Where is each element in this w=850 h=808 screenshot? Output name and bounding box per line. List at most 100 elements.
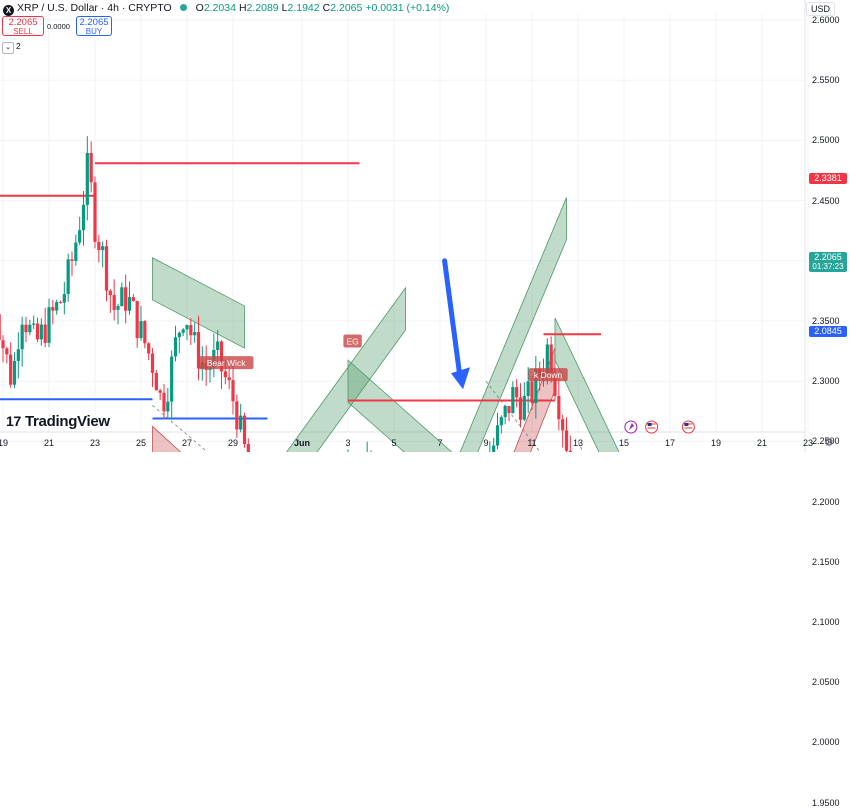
bull-candle: [62, 294, 66, 303]
bear-candle: [549, 344, 553, 376]
bear-candle: [143, 321, 147, 344]
bear-candle: [1, 340, 5, 349]
bear-candle: [51, 307, 55, 311]
bear-candle: [189, 325, 193, 336]
bull-candle: [55, 302, 59, 311]
current-price: 2.2065: [814, 252, 842, 262]
bull-candle: [216, 341, 220, 350]
green-channel: [152, 257, 245, 349]
bear-candle: [231, 380, 235, 402]
tradingview-icon: 17: [6, 413, 21, 429]
time-tick-label: 27: [181, 438, 193, 448]
bear-candle: [564, 430, 569, 451]
price-tick-label: 2.5500: [812, 75, 840, 86]
bear-candle: [568, 450, 572, 452]
bull-candle: [166, 401, 170, 412]
bull-candle: [181, 329, 185, 333]
bear-candle: [24, 324, 28, 333]
annotation-label: Bear Wick: [207, 358, 246, 368]
price-tick-label: 2.0000: [812, 737, 840, 748]
bull-candle: [78, 230, 82, 243]
bear-candle: [97, 241, 101, 251]
time-tick-label: 15: [618, 438, 630, 448]
time-tick-label: 25: [135, 438, 147, 448]
time-tick-label: 7: [437, 438, 443, 448]
bull-candle: [47, 307, 51, 343]
bear-candle: [135, 301, 139, 339]
resistance-price-tag: 2.3381: [809, 173, 847, 184]
market-status-icon: [179, 4, 187, 11]
annotation-label: k Down: [534, 370, 563, 380]
bull-candle: [101, 246, 105, 251]
bear-candle: [196, 332, 201, 369]
bear-candle: [89, 152, 93, 183]
settings-gear-icon[interactable]: ⚙: [824, 437, 834, 449]
bull-candle: [522, 396, 526, 420]
tradingview-logo[interactable]: 17 TradingView: [6, 413, 110, 430]
arrow-shaft: [442, 258, 463, 380]
time-tick-label: 17: [664, 438, 676, 448]
us-flag-icon: [645, 420, 659, 434]
green-channel: [459, 197, 567, 452]
bull-candle: [239, 415, 243, 430]
buy-button[interactable]: 2.2065 BUY: [76, 16, 112, 36]
bear-candle: [0, 314, 1, 341]
bear-candle: [112, 295, 116, 310]
price-tick-label: 2.0500: [812, 677, 840, 688]
support-price-tag: 2.0845: [809, 326, 847, 337]
symbol-header: X XRP / U.S. Dollar · 4h · CRYPTO O2.2034 H…: [0, 0, 800, 16]
bull-candle: [120, 287, 124, 307]
bear-candle: [162, 392, 166, 412]
bull-candle: [139, 321, 143, 339]
price-tick-label: 2.4500: [812, 195, 840, 206]
event-icon-glyph: [628, 423, 634, 430]
down-arrow-icon: [451, 367, 470, 390]
price-tick-label: 2.6000: [812, 15, 840, 25]
time-tick-label: 19: [0, 438, 9, 448]
bull-candle: [32, 323, 36, 325]
bull-candle: [534, 368, 538, 404]
price-tick-label: 2.2500: [812, 436, 840, 447]
bear-candle: [223, 371, 227, 378]
event-icon: [624, 420, 638, 434]
bear-candle: [246, 444, 250, 452]
bear-candle: [104, 246, 109, 291]
bear-candle: [150, 353, 155, 373]
price-tick-label: 2.3000: [812, 376, 840, 387]
bear-candle: [227, 377, 231, 381]
currency-selector[interactable]: USD: [806, 2, 836, 16]
sell-button[interactable]: 2.2065 SELL: [2, 16, 44, 36]
price-tick-label: 1.9500: [812, 797, 840, 808]
ohlc-values: O2.2034 H2.2089 L2.1942 C2.2065 +0.0031 (+0.…: [195, 2, 450, 14]
bear-candle: [235, 401, 239, 430]
bull-candle: [85, 152, 89, 205]
bull-candle: [12, 360, 17, 385]
bull-candle: [185, 325, 189, 330]
bear-candle: [70, 259, 74, 261]
price-chart[interactable]: Bear Wickk DownEGBrea DownBreak Upk Down…: [0, 0, 850, 452]
bull-candle: [526, 381, 530, 397]
bear-candle: [154, 372, 158, 391]
bear-candle: [124, 287, 128, 311]
time-tick-label: 13: [572, 438, 584, 448]
time-tick-label: 5: [391, 438, 397, 448]
bull-candle: [503, 406, 507, 418]
bear-candle: [147, 343, 151, 354]
spread-value: 0.0000: [47, 22, 70, 31]
annotation-label-bg: [343, 334, 362, 348]
indicators-toggle[interactable]: ⌄ 2: [2, 41, 21, 54]
bull-candle: [66, 259, 70, 295]
time-tick-label: 19: [710, 438, 722, 448]
bull-candle: [495, 425, 500, 446]
bull-candle: [492, 445, 496, 452]
bull-candle: [39, 324, 43, 340]
bear-candle: [43, 324, 47, 343]
bear-candle: [507, 406, 511, 414]
bear-candle: [561, 419, 565, 431]
xrp-logo-icon: X: [3, 5, 14, 16]
price-change: +0.0031 (+0.14%): [365, 2, 450, 14]
bear-candle: [35, 323, 40, 340]
symbol-title[interactable]: XRP / U.S. Dollar · 4h · CRYPTO: [17, 2, 172, 14]
bear-candle: [518, 397, 523, 420]
bull-candle: [81, 204, 86, 231]
